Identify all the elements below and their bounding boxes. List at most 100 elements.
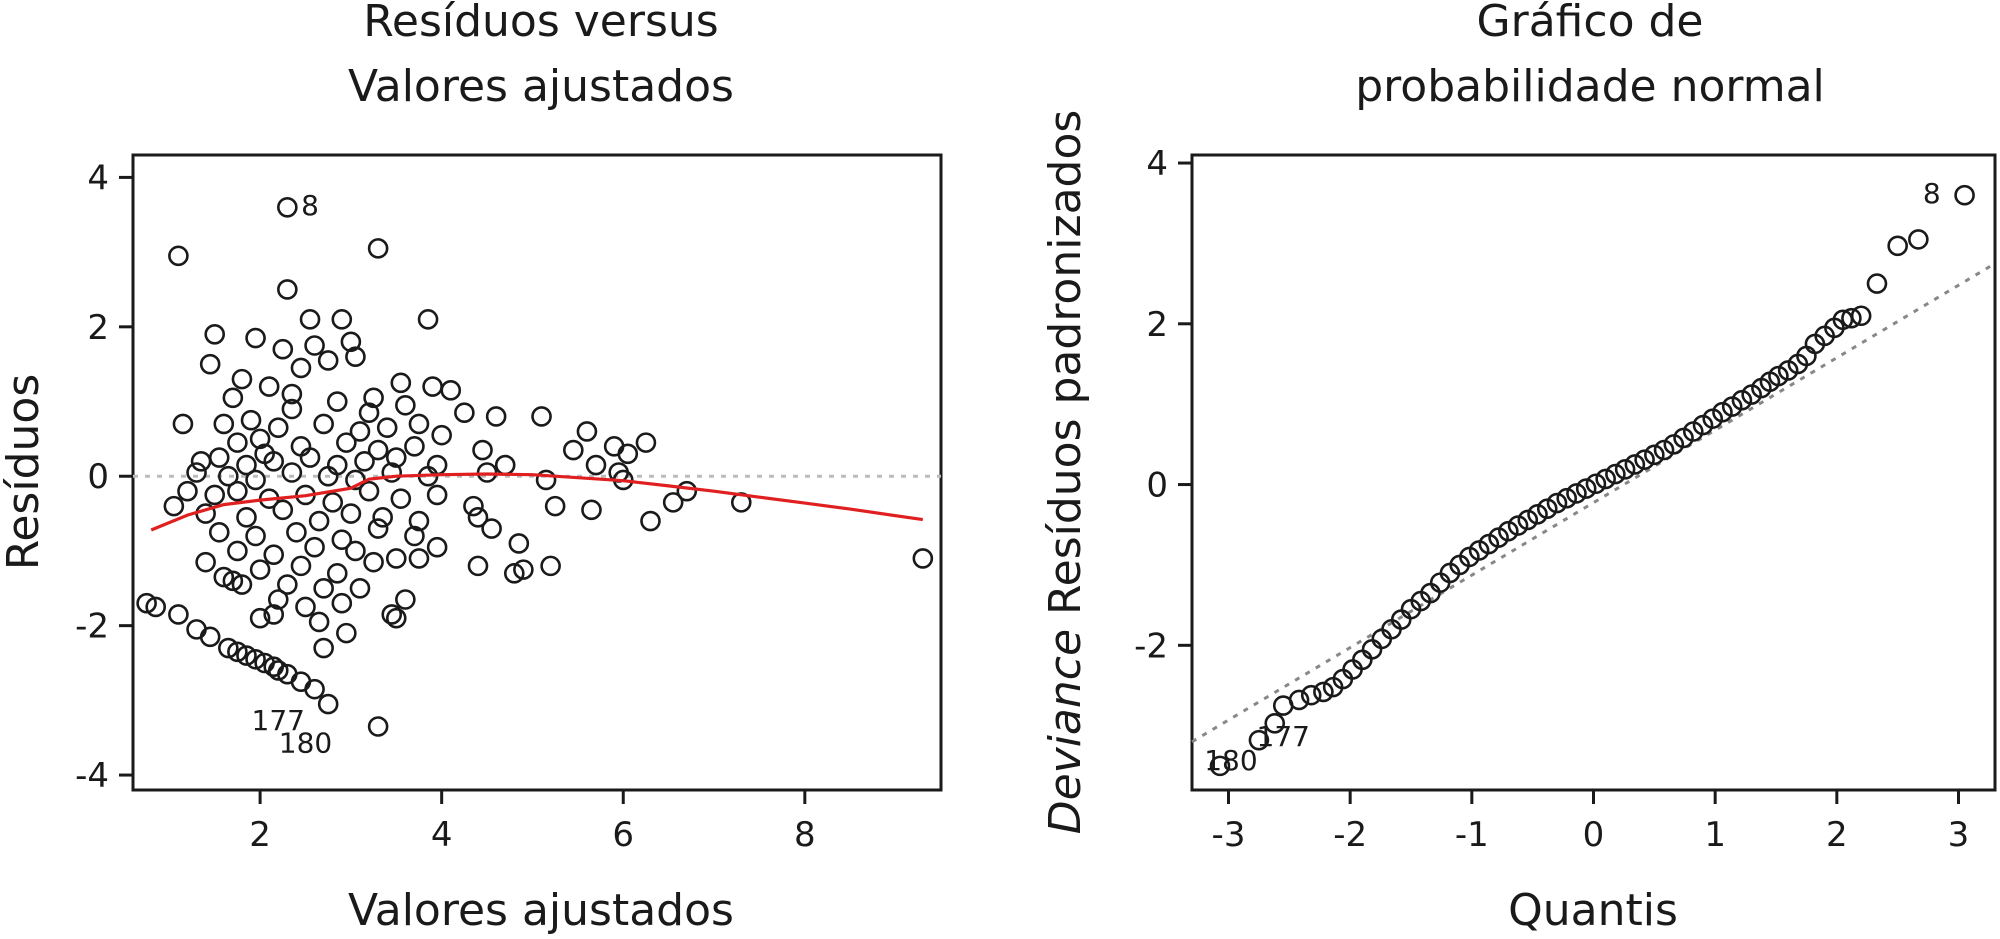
data-point — [308, 510, 330, 532]
x-tick-label: 1 — [1704, 815, 1726, 855]
data-point — [336, 622, 357, 644]
data-point — [485, 406, 507, 427]
data-point — [426, 454, 448, 476]
panel2-y-axis-label-italic: Deviance — [1040, 629, 1091, 834]
data-point — [286, 521, 307, 543]
data-point — [299, 447, 321, 468]
data-point — [208, 521, 230, 543]
y-tick-label: -2 — [75, 607, 109, 647]
x-tick-label: 0 — [1583, 815, 1605, 855]
data-point — [249, 428, 271, 450]
data-point — [390, 372, 412, 394]
data-point — [304, 536, 325, 558]
y-tick-label: 4 — [87, 158, 109, 198]
data-point — [1527, 503, 1548, 525]
data-point — [236, 645, 257, 666]
data-point — [1313, 681, 1334, 703]
data-point — [177, 480, 198, 502]
data-point — [1887, 235, 1908, 257]
data-point — [236, 507, 257, 528]
data-point — [381, 462, 403, 483]
data-point — [1322, 676, 1344, 698]
data-point — [1536, 498, 1558, 519]
data-point — [1361, 639, 1383, 660]
panel1-plot-frame — [131, 153, 943, 792]
data-point — [426, 484, 448, 506]
data-point — [277, 574, 298, 595]
data-point — [422, 376, 443, 397]
x-tick-label: 6 — [612, 815, 634, 855]
data-point — [1517, 509, 1539, 531]
data-point — [199, 626, 221, 648]
data-point — [340, 331, 362, 353]
x-tick-label: 4 — [431, 815, 453, 855]
data-point — [1566, 483, 1587, 504]
reference-line — [1191, 262, 1996, 744]
y-tick-label: -2 — [1134, 626, 1168, 666]
data-point — [544, 495, 566, 517]
data-point — [508, 533, 530, 554]
data-point — [376, 417, 398, 438]
data-point — [317, 350, 339, 371]
data-point — [199, 353, 221, 375]
data-point — [299, 309, 321, 330]
data-point — [277, 196, 298, 218]
data-point — [635, 432, 657, 453]
y-tick-label: 0 — [87, 457, 109, 497]
data-point — [1741, 384, 1762, 405]
panel2-plot-frame — [1190, 153, 1997, 792]
data-point — [322, 492, 344, 513]
panel2-x-axis: -3 -2 -1 0 1 2 3 — [1212, 790, 1969, 855]
panel1-smooth-line — [150, 472, 924, 532]
data-point — [467, 507, 489, 528]
data-point — [395, 589, 416, 610]
point-annotation: 8 — [301, 189, 319, 222]
data-point — [336, 432, 357, 453]
data-point — [662, 492, 684, 513]
data-point — [295, 596, 316, 618]
panel1-title-line2: Valores ajustados — [348, 61, 734, 112]
data-point — [213, 566, 235, 588]
data-point — [494, 454, 516, 476]
panel1-x-axis: 2 4 6 8 — [249, 790, 816, 855]
panel2-reference-line — [1191, 262, 1996, 744]
data-point — [186, 619, 207, 640]
panel2-y-axis: -2 0 2 4 — [1134, 144, 1192, 666]
x-tick-label: 2 — [249, 815, 271, 855]
data-point — [585, 454, 607, 476]
data-point — [1556, 487, 1578, 509]
y-tick-label: 4 — [1146, 144, 1168, 184]
data-point — [1634, 449, 1655, 470]
data-point — [277, 279, 298, 300]
data-point — [1624, 454, 1646, 475]
data-point — [367, 716, 389, 737]
data-point — [381, 604, 403, 625]
data-point — [231, 574, 253, 595]
data-point — [385, 548, 407, 569]
data-point — [349, 421, 371, 442]
data-point — [563, 439, 584, 461]
data-point — [290, 555, 312, 577]
panel2-data-points — [1209, 184, 1975, 777]
panel2-y-axis-label: Deviance Resíduos padronizados — [1040, 110, 1091, 835]
smooth-curve — [150, 472, 924, 532]
data-point — [326, 391, 348, 412]
data-point — [1272, 695, 1294, 716]
data-point — [345, 346, 366, 368]
data-point — [331, 309, 353, 330]
data-point — [1721, 396, 1743, 417]
x-tick-label: -3 — [1212, 815, 1246, 855]
data-point — [345, 540, 366, 562]
data-point — [313, 577, 334, 599]
data-point — [245, 648, 266, 670]
data-point — [472, 439, 493, 461]
data-point — [290, 671, 312, 692]
data-point — [385, 447, 407, 468]
data-point — [317, 693, 339, 715]
data-point — [363, 551, 384, 573]
data-point — [227, 540, 248, 562]
data-point — [1866, 273, 1888, 294]
data-point — [1248, 729, 1270, 751]
data-point — [581, 499, 602, 521]
